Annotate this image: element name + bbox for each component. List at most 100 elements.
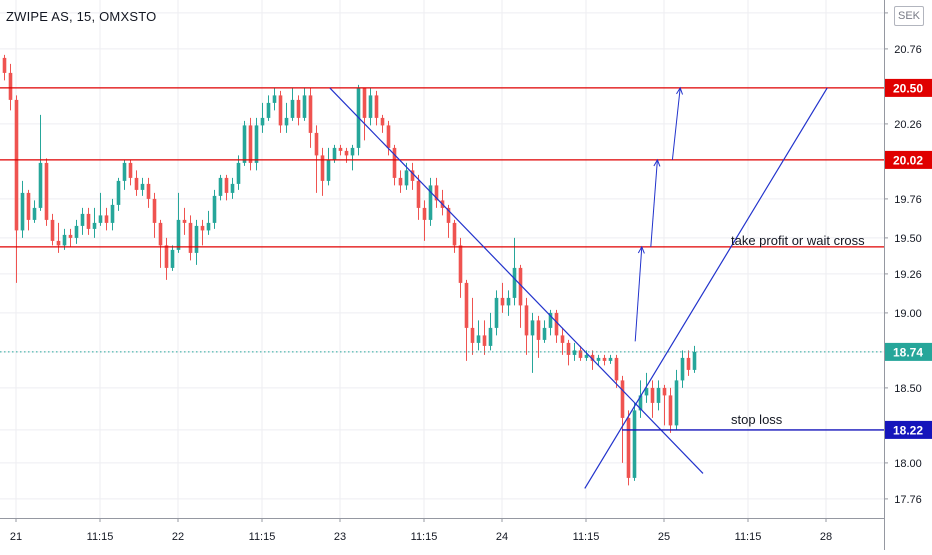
- candle: [536, 315, 541, 358]
- time-tick-label: 28: [820, 531, 832, 543]
- price-label-text: 20.50: [893, 81, 923, 95]
- candle: [386, 120, 391, 156]
- price-label-text: 18.74: [893, 345, 923, 359]
- candle: [686, 350, 691, 376]
- candle: [254, 117, 259, 171]
- price-label-text: 20.02: [893, 153, 923, 167]
- candle-body: [116, 180, 121, 205]
- price-tick-label: 19.00: [894, 308, 922, 320]
- candle-body: [32, 207, 37, 220]
- candle-body: [584, 354, 589, 358]
- candle: [638, 380, 643, 418]
- price-label-text: 18.22: [893, 423, 923, 437]
- candle: [284, 102, 289, 133]
- candle-body: [506, 297, 511, 306]
- candle: [260, 102, 265, 133]
- candle-body: [620, 380, 625, 418]
- candle: [542, 320, 547, 343]
- candle: [452, 219, 457, 253]
- arrow-head: [637, 245, 645, 254]
- candle: [2, 54, 7, 81]
- time-tick-label: 11:15: [249, 531, 276, 543]
- candle: [74, 219, 79, 244]
- candle-body: [110, 204, 115, 223]
- candle: [584, 350, 589, 361]
- candle-body: [242, 125, 247, 163]
- candle: [554, 309, 559, 343]
- candle-body: [350, 147, 355, 156]
- candle: [548, 309, 553, 336]
- candle-body: [146, 183, 151, 199]
- candle-body: [452, 222, 457, 246]
- candle: [212, 189, 217, 229]
- candle-body: [338, 147, 343, 151]
- candle-body: [470, 327, 475, 343]
- candle: [290, 87, 295, 121]
- arrow-shaft: [650, 159, 658, 247]
- candle-body: [566, 342, 571, 355]
- candle: [470, 297, 475, 355]
- candle: [236, 155, 241, 190]
- candle: [188, 215, 193, 261]
- candle: [458, 237, 463, 298]
- candle-body: [284, 117, 289, 126]
- candle: [308, 87, 313, 148]
- candle-body: [482, 335, 487, 346]
- candle-body: [92, 222, 97, 229]
- candle-body: [68, 234, 73, 238]
- candle: [110, 198, 115, 231]
- candle: [602, 354, 607, 366]
- candle: [152, 192, 157, 238]
- price-axis: 21.0020.7620.5020.2620.0219.7619.5019.26…: [884, 0, 932, 550]
- candle-body: [188, 222, 193, 253]
- time-tick-label: 24: [496, 531, 508, 543]
- candle-body: [344, 150, 349, 156]
- candle-body: [686, 357, 691, 370]
- candle: [122, 159, 127, 190]
- trend-line: [584, 87, 828, 489]
- candle-body: [530, 320, 535, 336]
- arrow-head: [653, 158, 661, 167]
- candle: [518, 264, 523, 328]
- candle-body: [332, 147, 337, 160]
- arrow-head: [676, 86, 684, 95]
- candle: [512, 237, 517, 306]
- candle: [596, 354, 601, 366]
- time-tick-label: 22: [172, 531, 184, 543]
- candle-body: [608, 357, 613, 361]
- candle-body: [572, 350, 577, 355]
- candle: [338, 144, 343, 156]
- candle-body: [26, 192, 31, 220]
- candle: [362, 87, 367, 141]
- candle: [92, 207, 97, 238]
- candle: [200, 219, 205, 246]
- candle: [662, 384, 667, 426]
- candle: [14, 95, 19, 283]
- candle: [80, 207, 85, 235]
- candle: [242, 120, 247, 166]
- candle-body: [668, 395, 673, 426]
- candle-body: [128, 162, 133, 178]
- candle-body: [296, 99, 301, 118]
- price-tick-label: 17.76: [894, 494, 922, 506]
- candle-body: [542, 327, 547, 340]
- price-tick-label: 18.00: [894, 458, 922, 470]
- candle: [668, 387, 673, 433]
- candle: [572, 342, 577, 361]
- candle-body: [374, 95, 379, 118]
- candle: [38, 114, 43, 211]
- candle-body: [194, 225, 199, 253]
- candle-body: [404, 170, 409, 186]
- currency-badge[interactable]: SEK: [894, 6, 924, 26]
- candle-body: [8, 72, 13, 100]
- candle-body: [158, 222, 163, 246]
- candle-body: [386, 125, 391, 148]
- candle-body: [182, 219, 187, 223]
- candle: [626, 410, 631, 486]
- candle: [182, 207, 187, 235]
- candle-body: [326, 159, 331, 181]
- candle-body: [434, 185, 439, 201]
- candle: [278, 90, 283, 133]
